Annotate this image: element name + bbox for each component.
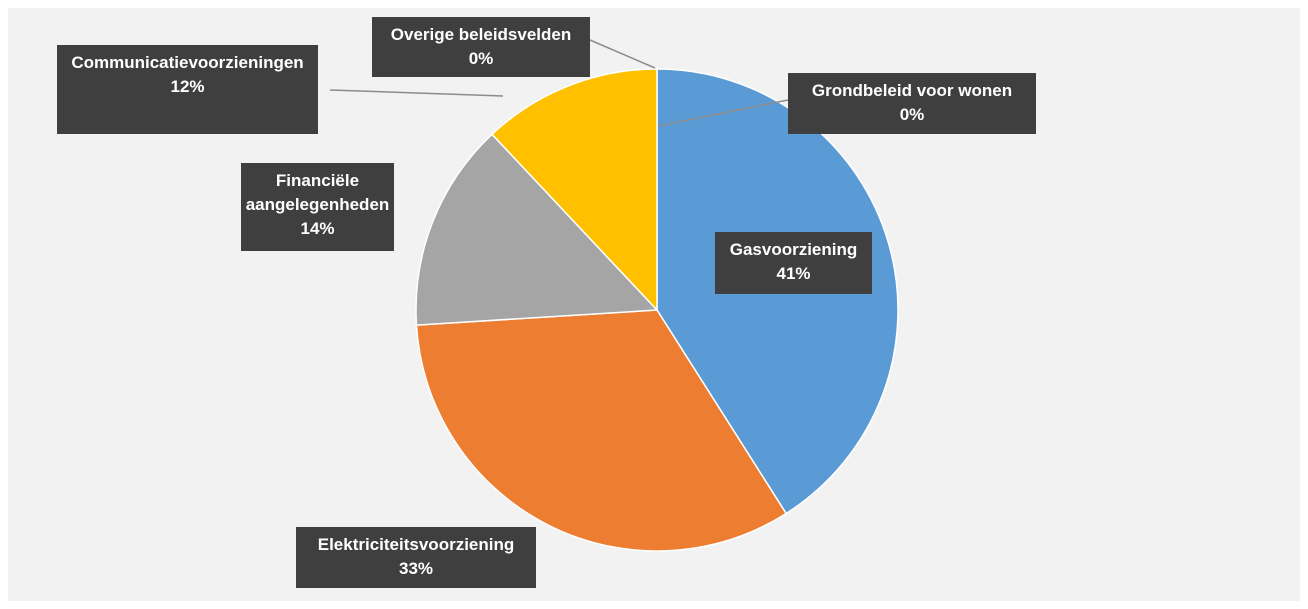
pie-slice <box>415 133 659 326</box>
label-name: Financiële aangelegenheden <box>245 171 390 214</box>
leader-line <box>657 99 789 127</box>
label-value: 12% <box>170 77 205 96</box>
data-label: Overige beleidsvelden 0% <box>372 17 590 77</box>
data-label: Financiële aangelegenheden 14% <box>241 163 394 251</box>
label-value: 14% <box>300 219 335 238</box>
label-name: Grondbeleid voor wonen <box>811 81 1013 100</box>
pie-slice <box>490 68 658 312</box>
label-name: Communicatievoorzieningen <box>71 53 304 72</box>
label-value: 0% <box>468 49 494 68</box>
chart-area: Gasvoorziening 41% Elektriciteitsvoorzieni… <box>8 8 1300 601</box>
chart <box>329 39 899 552</box>
leader-line <box>589 39 656 69</box>
label-value: 0% <box>899 105 925 124</box>
pie-slice <box>415 309 788 552</box>
data-label: Elektriciteitsvoorziening 33% <box>296 527 536 588</box>
leader-line <box>329 89 504 97</box>
data-label: Gasvoorziening 41% <box>715 232 872 294</box>
label-name: Elektriciteitsvoorziening <box>317 535 515 554</box>
label-name: Gasvoorziening <box>729 240 858 259</box>
label-value: 33% <box>398 559 434 578</box>
data-label: Grondbeleid voor wonen 0% <box>788 73 1036 134</box>
label-value: 41% <box>776 264 811 283</box>
data-label: Communicatievoorzieningen 12% <box>57 45 318 134</box>
label-name: Overige beleidsvelden <box>390 25 572 44</box>
